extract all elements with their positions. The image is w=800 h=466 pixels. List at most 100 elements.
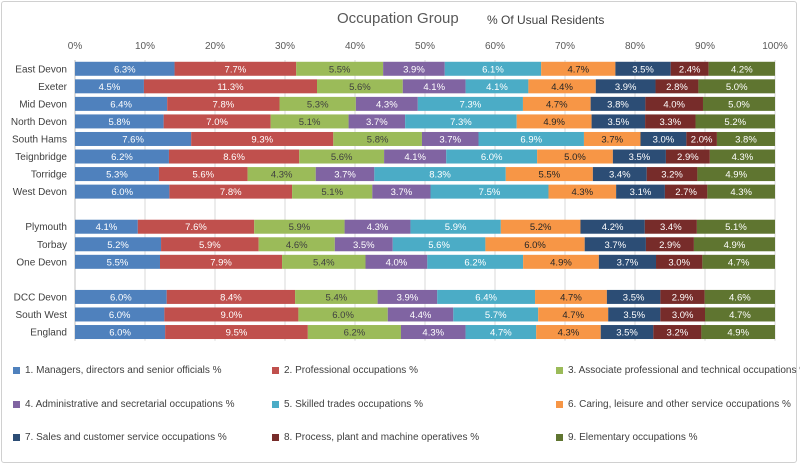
bar-segment (709, 149, 775, 164)
bar-segment (75, 307, 165, 322)
data-label: 3.9% (403, 64, 425, 75)
bar-segment (296, 61, 384, 76)
data-label: 3.0% (668, 257, 690, 268)
legend-swatch (556, 367, 563, 374)
data-label: 6.0% (110, 292, 132, 303)
bar-segment (580, 219, 645, 234)
x-tick-label: 20% (205, 41, 225, 52)
data-label: 6.1% (482, 64, 504, 75)
bar-segment (307, 325, 401, 340)
bar-segment (402, 79, 466, 94)
category-label: One Devon (16, 257, 67, 268)
data-label: 4.3% (558, 328, 580, 339)
data-label: 6.0% (481, 152, 503, 163)
legend-swatch (272, 367, 279, 374)
data-label: 5.2% (530, 222, 552, 233)
bar-segment (292, 184, 373, 199)
bar-segment (708, 61, 775, 76)
data-label: 4.1% (423, 82, 445, 93)
bar-segment (437, 289, 536, 304)
data-label: 3.2% (667, 328, 689, 339)
data-label: 3.7% (601, 134, 623, 145)
data-label: 4.1% (96, 222, 118, 233)
data-label: 4.0% (663, 99, 685, 110)
legend-item: 9. Elementary occupations % (556, 432, 698, 443)
data-label: 4.2% (602, 222, 624, 233)
data-label: 5.6% (349, 82, 371, 93)
bar-segment (686, 131, 717, 146)
data-label: 4.4% (551, 82, 573, 93)
data-label: 7.5% (479, 187, 501, 198)
category-label: South Hams (12, 134, 67, 145)
bar-segment (707, 184, 775, 199)
category-label: England (30, 328, 67, 339)
bar-segment (645, 237, 694, 252)
bar-segment (616, 184, 665, 199)
bar-segment (670, 61, 709, 76)
bar-segment (640, 131, 687, 146)
data-label: 5.1% (299, 117, 321, 128)
bar-segment (465, 325, 537, 340)
bar-segment (646, 167, 698, 182)
legend-swatch (13, 434, 20, 441)
legend-label: 3. Associate professional and technical … (568, 365, 800, 376)
legend-swatch (556, 434, 563, 441)
data-label: 4.3% (732, 152, 754, 163)
bar-segment (315, 167, 375, 182)
bar-segment (702, 254, 775, 269)
data-label: 3.8% (607, 99, 629, 110)
data-label: 4.3% (730, 187, 752, 198)
data-label: 7.0% (206, 117, 228, 128)
bar-segment (590, 96, 646, 111)
data-label: 4.3% (422, 328, 444, 339)
bar-segment (645, 114, 696, 129)
data-label: 4.7% (546, 99, 568, 110)
category-label: West Devon (13, 187, 67, 198)
bar-segment (693, 237, 775, 252)
data-label: 7.8% (220, 187, 242, 198)
data-label: 3.7% (366, 117, 388, 128)
data-label: 4.9% (727, 328, 749, 339)
category-label: DCC Devon (14, 292, 67, 303)
bar-segment (75, 61, 175, 76)
bar-segment (298, 307, 388, 322)
bar-segment (548, 184, 617, 199)
data-label: 4.0% (386, 257, 408, 268)
bar-segment (478, 131, 584, 146)
data-label: 5.8% (108, 117, 130, 128)
bar-segment (427, 254, 524, 269)
bar-segment (348, 114, 406, 129)
data-label: 4.9% (543, 117, 565, 128)
bar-segment (528, 79, 596, 94)
data-label: 8.4% (220, 292, 242, 303)
x-tick-label: 10% (135, 41, 155, 52)
bar-segment (417, 96, 523, 111)
data-label: 5.0% (728, 99, 750, 110)
x-tick-label: 80% (625, 41, 645, 52)
data-label: 5.3% (106, 170, 128, 181)
bar-segment (421, 131, 479, 146)
data-label: 3.7% (604, 240, 626, 251)
bar-segment (334, 237, 393, 252)
bar-segment (660, 307, 705, 322)
chart-subtitle: % Of Usual Residents (487, 13, 605, 27)
bar-segment (158, 167, 248, 182)
bar-segment (75, 96, 168, 111)
data-label: 7.7% (225, 64, 247, 75)
bar-segment (282, 254, 366, 269)
data-label: 3.7% (617, 257, 639, 268)
x-tick-label: 90% (695, 41, 715, 52)
bar-segment (387, 307, 454, 322)
data-label: 3.5% (353, 240, 375, 251)
data-label: 2.4% (679, 64, 701, 75)
bar-segment (392, 237, 486, 252)
legend-item: 5. Skilled trades occupations % (272, 399, 423, 410)
x-tick-label: 40% (345, 41, 365, 52)
data-label: 9.3% (251, 134, 273, 145)
x-tick-label: 60% (485, 41, 505, 52)
data-label: 4.1% (404, 152, 426, 163)
x-tick-label: 0% (68, 41, 83, 52)
category-label: North Devon (11, 117, 67, 128)
data-label: 11.3% (217, 82, 244, 93)
